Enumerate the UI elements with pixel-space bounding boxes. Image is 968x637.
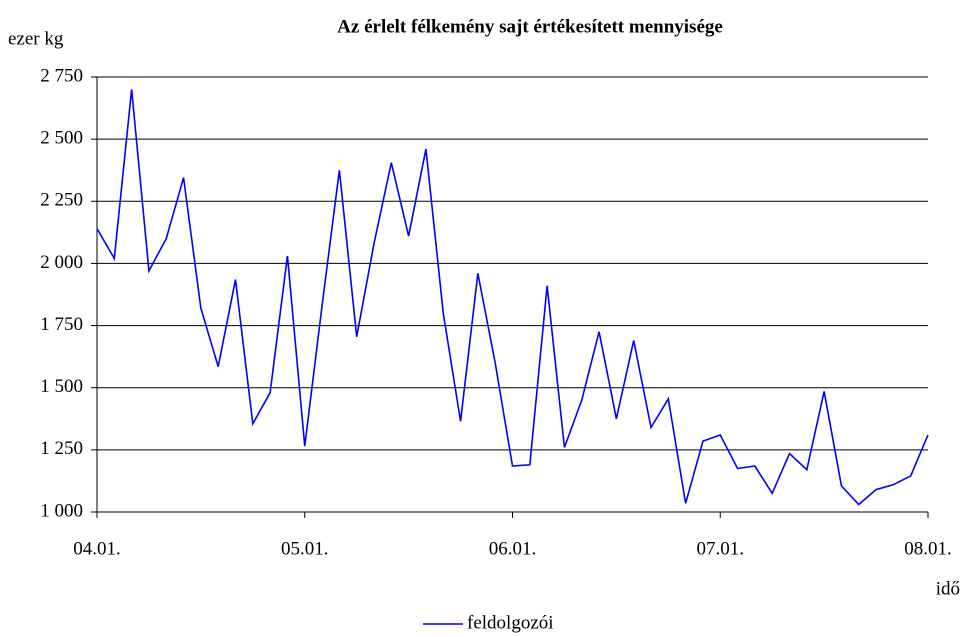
- y-tick-label: 2 250: [40, 190, 83, 211]
- y-tick-label: 2 500: [40, 128, 83, 149]
- y-axis-label: ezer kg: [8, 28, 64, 49]
- x-tick-label: 04.01.: [73, 538, 121, 559]
- y-tick-label: 1 250: [40, 438, 83, 459]
- y-tick-label: 1 000: [40, 500, 83, 521]
- y-tick-label: 2 000: [40, 252, 83, 273]
- y-tick-label: 1 500: [40, 376, 83, 397]
- x-tick-label: 05.01.: [281, 538, 329, 559]
- y-tick-label: 1 750: [40, 314, 83, 335]
- data-line: [96, 89, 929, 506]
- x-tick-label: 08.01.: [904, 538, 952, 559]
- legend-label: feldolgozói: [467, 612, 554, 633]
- x-tick-label: 07.01.: [697, 538, 745, 559]
- y-tick-label: 2 750: [40, 65, 83, 86]
- x-tick-label: 06.01.: [489, 538, 537, 559]
- chart-title: Az érlelt félkemény sajt értékesített me…: [337, 16, 723, 37]
- x-axis-label: idő: [936, 578, 960, 599]
